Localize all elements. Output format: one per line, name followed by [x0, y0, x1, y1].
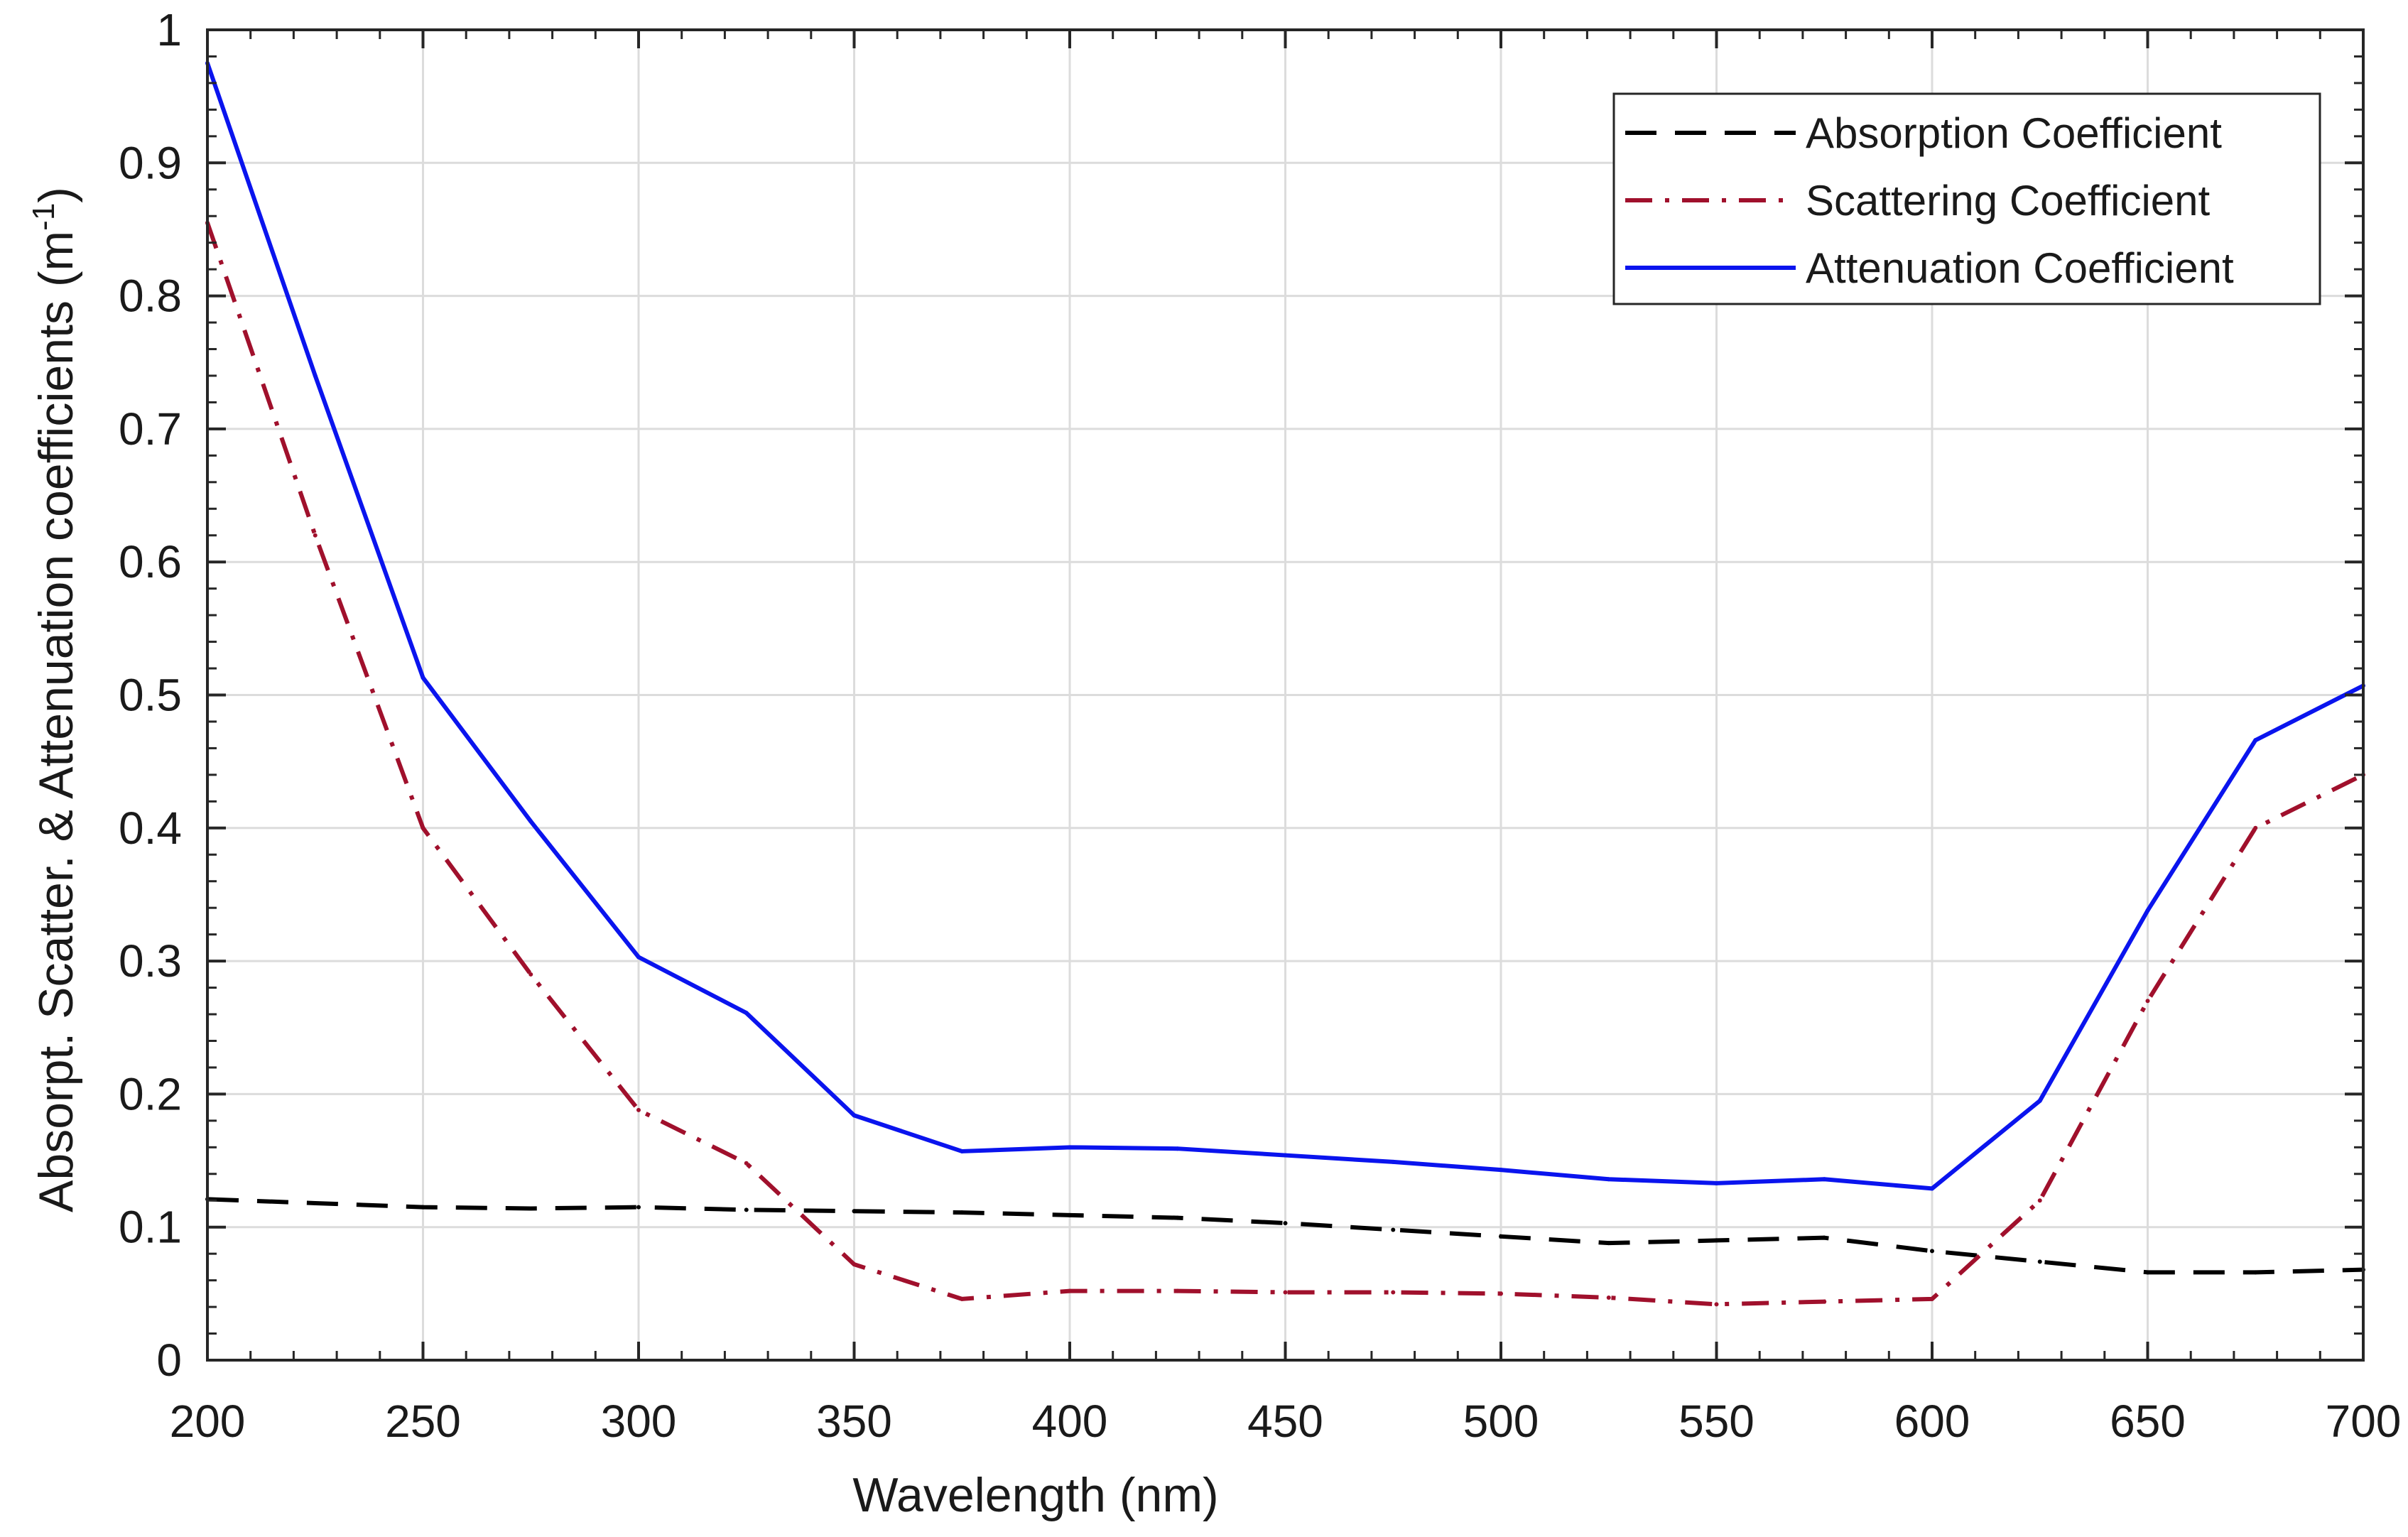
- data-point-scattering-coefficient: [636, 1107, 641, 1112]
- data-point-absorption-coefficient: [1714, 1238, 1719, 1243]
- data-point-attenuation-coefficient: [313, 373, 318, 378]
- data-point-attenuation-coefficient: [1283, 1153, 1288, 1158]
- y-axis-label-superscript: -1: [26, 203, 61, 231]
- data-point-scattering-coefficient: [2037, 1198, 2042, 1203]
- legend-label-attenuation-coefficient: Attenuation Coefficient: [1806, 244, 2234, 292]
- x-tick-label: 550: [1678, 1396, 1755, 1447]
- data-point-attenuation-coefficient: [2145, 908, 2150, 913]
- data-point-scattering-coefficient: [1391, 1290, 1396, 1295]
- data-point-absorption-coefficient: [852, 1209, 857, 1214]
- data-point-absorption-coefficient: [1930, 1249, 1934, 1254]
- x-tick-label: 450: [1247, 1396, 1323, 1447]
- data-point-absorption-coefficient: [1391, 1227, 1396, 1232]
- data-point-scattering-coefficient: [2253, 825, 2258, 830]
- data-point-scattering-coefficient: [421, 825, 425, 830]
- axis-ticks: [206, 28, 2365, 1362]
- data-point-absorption-coefficient: [1068, 1212, 1072, 1217]
- data-point-attenuation-coefficient: [421, 675, 425, 680]
- legend-label-absorption-coefficient: Absorption Coefficient: [1806, 109, 2222, 157]
- x-tick-label: 600: [1894, 1396, 1970, 1447]
- x-tick-label: 200: [170, 1396, 246, 1447]
- data-point-attenuation-coefficient: [1930, 1186, 1934, 1191]
- legend-label-scattering-coefficient: Scattering Coefficient: [1806, 177, 2211, 224]
- data-point-attenuation-coefficient: [1606, 1177, 1611, 1182]
- data-point-scattering-coefficient: [1175, 1288, 1180, 1293]
- data-point-scattering-coefficient: [2145, 999, 2150, 1004]
- data-point-absorption-coefficient: [528, 1206, 533, 1211]
- y-tick-label: 0.5: [119, 670, 182, 721]
- data-point-absorption-coefficient: [2253, 1270, 2258, 1275]
- x-tick-label: 650: [2110, 1396, 2186, 1447]
- data-point-absorption-coefficient: [2037, 1259, 2042, 1264]
- y-axis-label: Absorpt. Scatter. & Attenuation coeffici…: [26, 187, 83, 1212]
- data-point-attenuation-coefficient: [636, 955, 641, 960]
- data-point-scattering-coefficient: [313, 533, 318, 538]
- data-point-absorption-coefficient: [1283, 1221, 1288, 1226]
- x-tick-label: 250: [385, 1396, 461, 1447]
- data-point-attenuation-coefficient: [2037, 1098, 2042, 1103]
- data-point-absorption-coefficient: [1175, 1215, 1180, 1220]
- x-tick-label: 300: [601, 1396, 677, 1447]
- series-line-scattering-coefficient: [205, 222, 2365, 1307]
- data-point-scattering-coefficient: [960, 1296, 965, 1301]
- data-point-scattering-coefficient: [1068, 1288, 1072, 1293]
- data-point-scattering-coefficient: [744, 1161, 749, 1166]
- data-point-scattering-coefficient: [1714, 1302, 1719, 1307]
- y-tick-label: 0.8: [119, 271, 182, 322]
- x-tick-label: 400: [1032, 1396, 1108, 1447]
- data-point-attenuation-coefficient: [1391, 1159, 1396, 1164]
- data-point-absorption-coefficient: [313, 1200, 318, 1205]
- data-point-attenuation-coefficient: [1499, 1168, 1503, 1173]
- data-point-attenuation-coefficient: [2253, 738, 2258, 743]
- data-point-scattering-coefficient: [1606, 1295, 1611, 1300]
- y-tick-label: 1: [156, 4, 182, 55]
- data-point-absorption-coefficient: [636, 1205, 641, 1210]
- y-tick-label: 0.2: [119, 1068, 182, 1119]
- data-point-absorption-coefficient: [2145, 1270, 2150, 1275]
- data-point-absorption-coefficient: [1822, 1235, 1827, 1240]
- data-point-attenuation-coefficient: [1175, 1146, 1180, 1151]
- y-tick-label: 0.4: [119, 803, 182, 854]
- y-tick-label: 0.9: [119, 137, 182, 188]
- x-tick-label: 500: [1463, 1396, 1539, 1447]
- data-point-scattering-coefficient: [1499, 1291, 1503, 1296]
- data-point-attenuation-coefficient: [1714, 1180, 1719, 1185]
- y-tick-label: 0.1: [119, 1202, 182, 1253]
- x-tick-label: 350: [816, 1396, 892, 1447]
- data-point-absorption-coefficient: [744, 1207, 749, 1212]
- y-axis-label-main: Absorpt. Scatter. & Attenuation coeffici…: [29, 231, 83, 1212]
- legend: Absorption Coefficient Scattering Coeffic…: [1612, 92, 2321, 305]
- y-tick-label: 0.6: [119, 536, 182, 587]
- data-point-absorption-coefficient: [1606, 1241, 1611, 1246]
- data-point-scattering-coefficient: [1822, 1299, 1827, 1304]
- data-point-attenuation-coefficient: [1822, 1177, 1827, 1182]
- y-tick-labels: 0 0.1 0.2 0.3 0.4 0.5 0.6 0.7 0.8 0.9 1: [119, 4, 182, 1386]
- data-point-absorption-coefficient: [960, 1210, 965, 1215]
- data-point-scattering-coefficient: [528, 972, 533, 977]
- y-axis-label-close: ): [29, 187, 83, 203]
- data-point-absorption-coefficient: [1499, 1234, 1503, 1239]
- x-axis-label: Wavelength (nm): [852, 1468, 1218, 1522]
- y-tick-label: 0: [156, 1335, 182, 1386]
- data-point-scattering-coefficient: [1283, 1290, 1288, 1295]
- data-point-absorption-coefficient: [421, 1205, 425, 1210]
- data-point-attenuation-coefficient: [744, 1011, 749, 1016]
- y-tick-label: 0.7: [119, 403, 182, 455]
- data-point-attenuation-coefficient: [528, 819, 533, 824]
- data-point-attenuation-coefficient: [852, 1113, 857, 1118]
- data-point-scattering-coefficient: [1930, 1296, 1934, 1301]
- x-tick-labels: 200 250 300 350 400 450 500 550 600 650 700: [170, 1396, 2402, 1447]
- data-point-scattering-coefficient: [852, 1262, 857, 1267]
- data-point-attenuation-coefficient: [960, 1148, 965, 1153]
- series-line-absorption-coefficient: [207, 1197, 2364, 1275]
- x-tick-label: 700: [2326, 1396, 2402, 1447]
- data-point-attenuation-coefficient: [1068, 1145, 1072, 1150]
- y-tick-label: 0.3: [119, 935, 182, 987]
